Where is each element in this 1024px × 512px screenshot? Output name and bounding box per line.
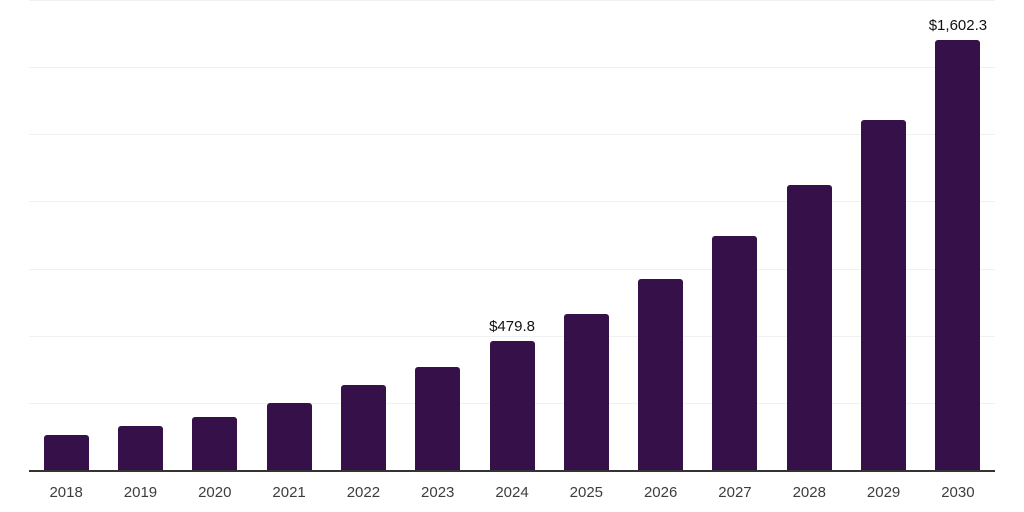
x-tick-2026: 2026 xyxy=(643,484,678,501)
x-axis-line xyxy=(29,470,995,472)
bar-2022 xyxy=(340,385,386,470)
bar-2021 xyxy=(266,402,312,470)
bar-2019 xyxy=(117,426,163,470)
bar-slot-2019 xyxy=(103,0,177,470)
bar-2030: $1,602.3 xyxy=(929,17,987,470)
bar-slot-2018 xyxy=(29,0,103,470)
bar-2029 xyxy=(861,119,907,470)
x-tick-2027: 2027 xyxy=(718,484,752,501)
bar-series: $479.8 $1,602.3 xyxy=(29,0,995,470)
gridline-500 xyxy=(29,335,995,337)
bar-value-label-2030: $1,602.3 xyxy=(928,16,988,34)
x-tick-2030: 2030 xyxy=(941,484,975,501)
x-tick-2018: 2018 xyxy=(49,484,83,501)
bar-2018 xyxy=(43,434,89,470)
bar-2025 xyxy=(563,314,609,470)
x-tick-2020: 2020 xyxy=(198,484,232,501)
x-tick-2024: 2024 xyxy=(495,484,529,501)
x-tick-2022: 2022 xyxy=(346,484,381,501)
bar-slot-2025 xyxy=(549,0,623,470)
bar-slot-2022 xyxy=(326,0,400,470)
gridline-1250 xyxy=(29,134,995,136)
x-tick-2023: 2023 xyxy=(421,484,455,501)
gridline-1000 xyxy=(29,201,995,203)
bar-slot-2030: $1,602.3 xyxy=(921,0,995,470)
bar-slot-2020 xyxy=(178,0,252,470)
x-axis-labels: 2018 2019 2020 2021 2022 2023 2024 2025 2026 2027… xyxy=(29,483,995,503)
bar-slot-2027 xyxy=(698,0,772,470)
bar-slot-2029 xyxy=(846,0,920,470)
bar-2028 xyxy=(786,184,832,470)
bar-2027 xyxy=(712,236,758,470)
bar-value-label-2024: $479.8 xyxy=(489,318,535,336)
bar-2023 xyxy=(415,366,461,470)
plot-area: $479.8 $1,602.3 xyxy=(29,0,995,472)
x-tick-2029: 2029 xyxy=(866,484,901,501)
bar-slot-2021 xyxy=(252,0,326,470)
gridline-750 xyxy=(29,268,995,270)
gridline-1500 xyxy=(29,67,995,69)
gridline-1750 xyxy=(29,0,995,1)
bar-slot-2026 xyxy=(624,0,698,470)
x-tick-2025: 2025 xyxy=(569,484,604,501)
x-tick-2021: 2021 xyxy=(272,484,306,501)
bar-slot-2028 xyxy=(772,0,846,470)
bar-2026 xyxy=(638,279,684,470)
bar-slot-2024: $479.8 xyxy=(475,0,549,470)
bar-2020 xyxy=(192,416,238,470)
x-tick-2028: 2028 xyxy=(792,484,826,501)
bar-2024: $479.8 xyxy=(489,318,535,470)
x-tick-2019: 2019 xyxy=(123,484,158,501)
bar-slot-2023 xyxy=(401,0,475,470)
